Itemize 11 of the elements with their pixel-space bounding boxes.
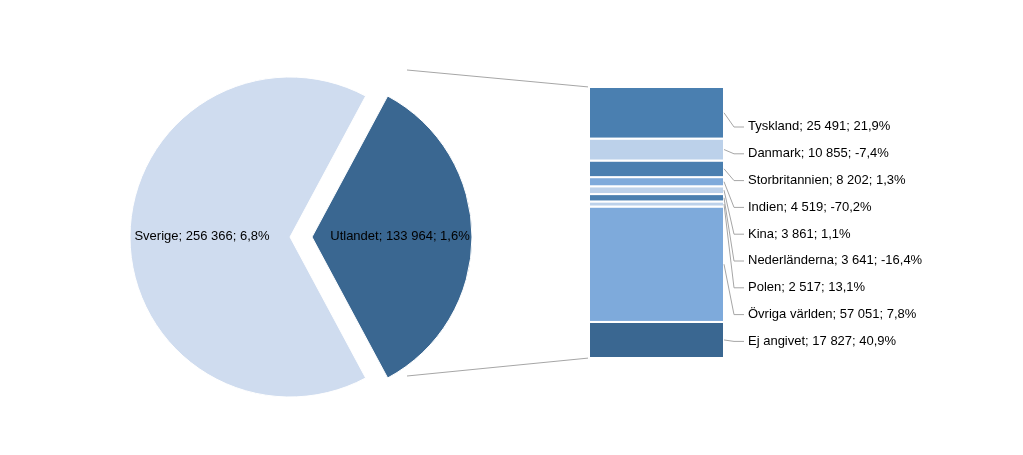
slice-label: Utlandet; 133 964; 1,6% (330, 228, 471, 244)
data-label: Tyskland; 25 491; 21,9% (748, 118, 891, 134)
data-label: Indien; 4 519; -70,2% (748, 198, 873, 214)
slice-label: Sverige; 256 366; 6,8% (134, 228, 271, 244)
data-label: Polen; 2 517; 13,1% (748, 279, 866, 295)
data-label: Storbritannien; 8 202; 1,3% (748, 172, 906, 188)
data-label: Kina; 3 861; 1,1% (748, 225, 852, 241)
data-label: Ej angivet; 17 827; 40,9% (748, 332, 897, 348)
data-label: Övriga världen; 57 051; 7,8% (748, 306, 917, 322)
data-label: Danmark; 10 855; -7,4% (748, 145, 890, 161)
data-label: Nederländerna; 3 641; -16,4% (748, 252, 923, 268)
